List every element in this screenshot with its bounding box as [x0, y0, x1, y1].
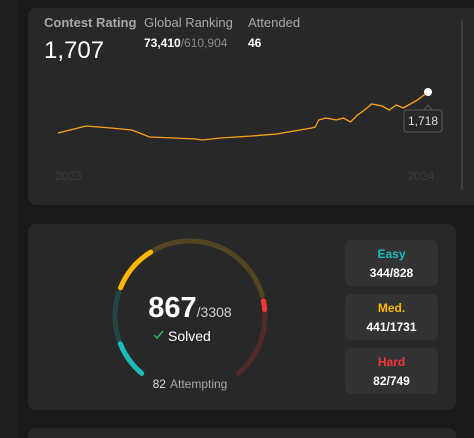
rating-line — [57, 91, 429, 141]
gauge-fill — [117, 341, 145, 376]
gauge-fill — [118, 249, 154, 291]
attempting-count: 82 — [153, 377, 167, 391]
difficulty-count: 441/1731 — [366, 320, 416, 334]
difficulty-name: Easy — [377, 247, 405, 261]
rating-chart: 2023 2024 1,718 — [55, 88, 443, 183]
difficulty-box — [345, 240, 438, 286]
total-number: /3308 — [197, 304, 232, 320]
tooltip-pointer — [423, 104, 433, 111]
ranking-value: 73,410/610,904 — [144, 36, 228, 50]
ranking-label: Global Ranking — [144, 15, 233, 30]
rating-value: 1,707 — [44, 37, 104, 64]
difficulty-box — [345, 294, 438, 340]
difficulty-name: Med. — [378, 301, 405, 315]
next-card — [28, 428, 456, 438]
tooltip-label: 1,718 — [408, 114, 438, 128]
ranking: 73,410 — [144, 36, 181, 50]
rating-label: Contest Rating — [44, 15, 137, 30]
ranking-total: /610,904 — [181, 36, 228, 50]
gauge-fill — [260, 298, 268, 313]
chart-edge — [461, 20, 463, 190]
hover-point — [424, 88, 432, 96]
attended-value: 46 — [248, 36, 262, 50]
contest-card — [28, 8, 474, 205]
check-icon — [153, 330, 164, 340]
difficulty-count: 344/828 — [370, 266, 414, 280]
solved-count: 867/3308 — [148, 292, 232, 324]
side-strip — [0, 0, 18, 438]
difficulty-name: Hard — [378, 355, 405, 369]
attempting: 82 Attempting — [153, 377, 228, 391]
tooltip — [403, 109, 443, 133]
difficulty-boxes: Easy 344/828 Med. 441/1731 Hard 82/749 — [345, 240, 438, 394]
solved-number: 867 — [148, 292, 196, 324]
difficulty-count: 82/749 — [373, 374, 410, 388]
solved-label: Solved — [168, 328, 211, 344]
difficulty-box — [345, 348, 438, 394]
gauge — [112, 238, 268, 376]
x-tick-label: 2023 — [55, 169, 82, 183]
attended-label: Attended — [248, 15, 300, 30]
x-tick-label: 2024 — [408, 169, 435, 183]
attempting-label: Attempting — [170, 377, 227, 391]
